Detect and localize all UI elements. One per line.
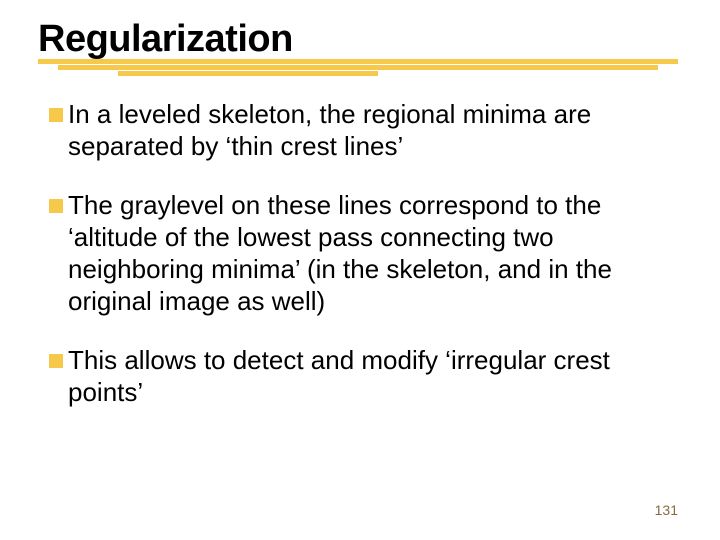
title-block: Regularization xyxy=(38,18,682,61)
underline-segment xyxy=(58,65,658,70)
bullet-item: This allows to detect and modify ‘irregu… xyxy=(48,345,682,408)
bullet-list: In a leveled skeleton, the regional mini… xyxy=(48,99,682,409)
bullet-text: In a leveled skeleton, the regional mini… xyxy=(68,99,682,162)
page-number: 131 xyxy=(655,502,678,518)
underline-segment xyxy=(118,71,378,76)
bullet-square-icon xyxy=(48,353,66,371)
slide: Regularization In a leveled skeleton, th… xyxy=(0,0,720,540)
bullet-square-icon xyxy=(48,107,66,125)
bullet-square-icon xyxy=(48,198,66,216)
bullet-text: This allows to detect and modify ‘irregu… xyxy=(68,345,682,408)
slide-title: Regularization xyxy=(38,18,682,61)
bullet-item: In a leveled skeleton, the regional mini… xyxy=(48,99,682,162)
bullet-item: The graylevel on these lines correspond … xyxy=(48,190,682,317)
bullet-text: The graylevel on these lines correspond … xyxy=(68,190,682,317)
